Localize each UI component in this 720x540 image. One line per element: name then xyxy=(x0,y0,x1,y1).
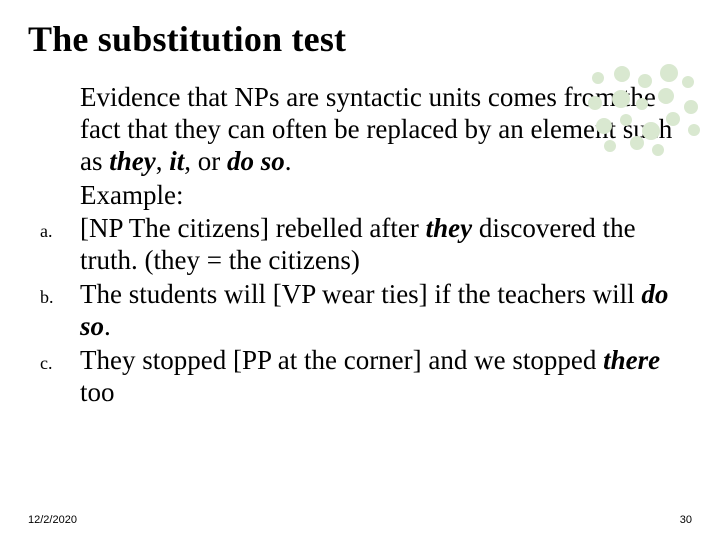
footer-date: 12/2/2020 xyxy=(28,514,77,526)
dot-icon xyxy=(614,66,630,82)
list-text: [NP The citizens] rebelled after they di… xyxy=(80,213,684,277)
slide-title: The substitution test xyxy=(28,18,692,60)
intro-paragraph: Evidence that NPs are syntactic units co… xyxy=(80,82,684,178)
list-text: The students will [VP wear ties] if the … xyxy=(80,279,684,343)
list-text: They stopped [PP at the corner] and we s… xyxy=(80,345,684,409)
dot-icon xyxy=(660,64,678,82)
slide: The substitution test Evidence that NPs … xyxy=(0,0,720,540)
slide-number: 30 xyxy=(680,514,692,526)
list-marker: c. xyxy=(38,353,80,374)
example-list: a.[NP The citizens] rebelled after they … xyxy=(80,213,684,408)
list-item: b.The students will [VP wear ties] if th… xyxy=(80,279,684,343)
list-item: c.They stopped [PP at the corner] and we… xyxy=(80,345,684,409)
list-item: a.[NP The citizens] rebelled after they … xyxy=(80,213,684,277)
list-marker: b. xyxy=(38,287,80,308)
example-label: Example: xyxy=(28,180,684,212)
slide-content: Evidence that NPs are syntactic units co… xyxy=(28,82,692,409)
list-marker: a. xyxy=(38,221,80,242)
